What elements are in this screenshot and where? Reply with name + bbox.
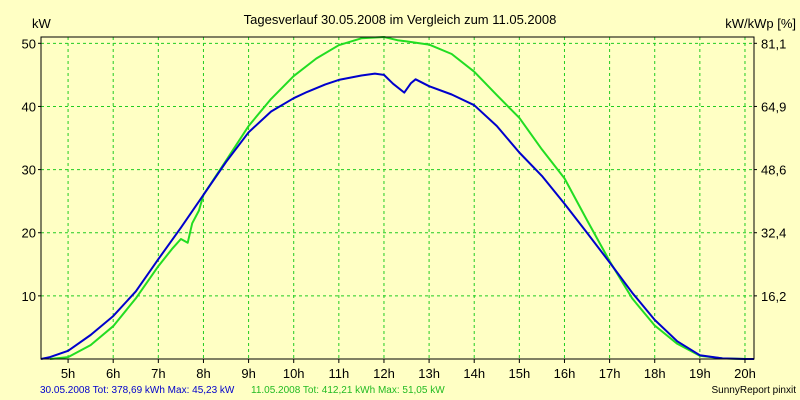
x-tick-label: 11h [328,366,349,381]
x-tick-label: 8h [196,366,210,381]
y-tick-label-right: 48,6 [761,163,786,178]
y-tick-label-left: 50 [22,36,36,51]
x-tick-label: 6h [106,366,120,381]
series-line-11.05.2008 [49,36,750,360]
y-tick-label-right: 16,2 [761,289,786,304]
x-tick-label: 20h [734,366,756,381]
y-axis-label-left: kW [32,16,52,31]
footer-series-b-summary: 11.05.2008 Tot: 412,21 kWh Max: 51,05 kW [251,385,445,396]
chart-title: Tagesverlauf 30.05.2008 im Vergleich zum… [244,12,557,27]
x-tick-label: 12h [373,366,395,381]
y-tick-label-right: 32,4 [761,226,786,241]
x-tick-label: 13h [418,366,440,381]
x-tick-label: 19h [689,366,711,381]
x-tick-label: 18h [644,366,666,381]
footer-credit: SunnyReport pinxit [712,385,797,396]
x-tick-label: 10h [283,366,305,381]
x-tick-label: 14h [463,366,485,381]
y-tick-label-left: 40 [22,99,36,114]
x-tick-label: 9h [241,366,255,381]
y-tick-label-left: 30 [22,163,36,178]
x-tick-label: 16h [554,366,576,381]
y-tick-label-left: 20 [22,226,36,241]
series-line-30.05.2008 [40,72,754,360]
plot-area-frame [40,36,755,360]
ticks: 5h 6h 7h 8h 9h 10h 11h 12h 13h 14h 15h 16h 17h 18h 19h… [22,36,787,381]
x-tick-label: 7h [151,366,165,381]
x-tick-label: 17h [599,366,621,381]
y-axis-label-right: kW/kWp [%] [725,16,796,31]
y-tick-label-right: 81,1 [761,36,786,51]
y-tick-label-left: 10 [22,289,36,304]
x-tick-label: 15h [508,366,530,381]
x-tick-label: 5h [61,366,75,381]
series-layer [40,36,754,360]
footer-series-a-summary: 30.05.2008 Tot: 378,69 kWh Max: 45,23 kW [40,385,235,396]
y-tick-label-right: 64,9 [761,99,786,114]
